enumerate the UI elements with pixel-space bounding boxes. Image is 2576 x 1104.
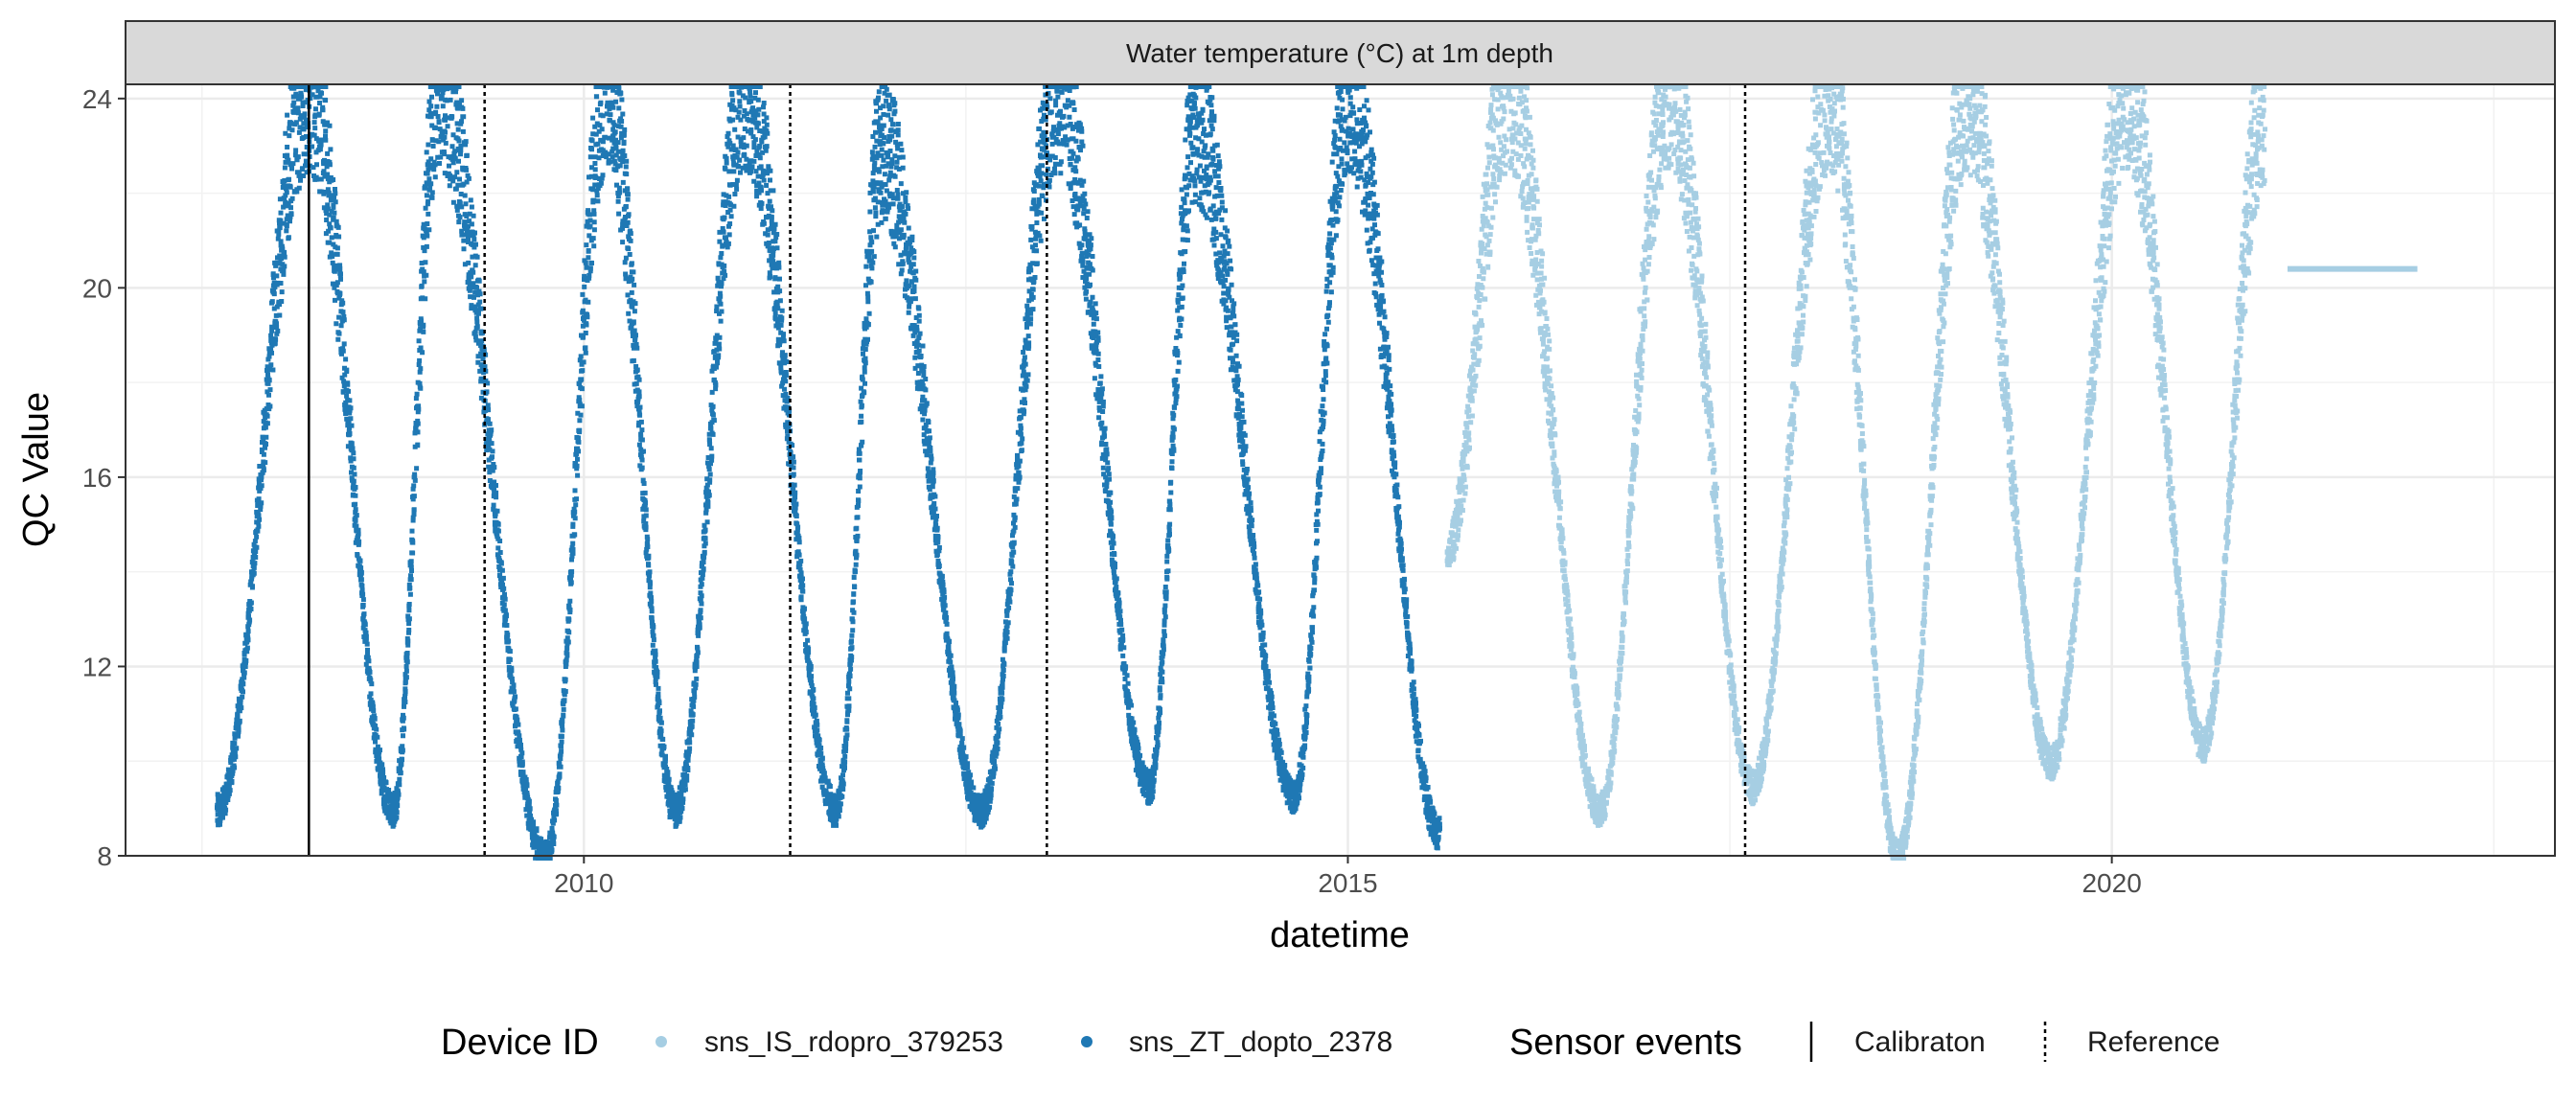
facet-strip <box>125 20 2556 85</box>
x-tick-label: 2020 <box>2082 868 2141 898</box>
y-tick-label: 16 <box>82 463 112 493</box>
legend-device-title: Device ID <box>441 1023 599 1063</box>
x-tick-label: 2010 <box>554 868 613 898</box>
facet-title: Water temperature (°C) at 1m depth <box>1126 38 1553 68</box>
x-axis: 2010 2015 2020 <box>554 856 2142 898</box>
legend-reference-label: Reference <box>2087 1026 2220 1058</box>
x-tick-label: 2015 <box>1318 868 1377 898</box>
series-sns_IS_rdopro_379253 <box>1444 84 2418 861</box>
y-tick-label: 24 <box>82 84 112 114</box>
legend-device-key-1 <box>656 1036 667 1047</box>
y-tick-label: 20 <box>82 273 112 303</box>
legend-calibration-label: Calibraton <box>1854 1026 1986 1058</box>
sensor-event-lines <box>308 84 1747 856</box>
y-axis: 8 12 16 20 24 <box>82 84 126 871</box>
y-tick-label: 8 <box>97 841 112 871</box>
x-axis-title: datetime <box>1270 915 1410 955</box>
legend-events-title: Sensor events <box>1509 1023 1742 1063</box>
plot-panel <box>126 84 2555 856</box>
data-points <box>215 84 2418 861</box>
legend-device-key-2 <box>1081 1036 1092 1047</box>
legend-device-label-2: sns_ZT_dopto_2378 <box>1129 1026 1392 1058</box>
legend: Device ID sns_IS_rdopro_379253 sns_ZT_do… <box>441 1022 2220 1063</box>
legend-device-label-1: sns_IS_rdopro_379253 <box>704 1026 1003 1058</box>
y-tick-label: 12 <box>82 652 112 681</box>
y-axis-title: QC Value <box>16 392 57 547</box>
